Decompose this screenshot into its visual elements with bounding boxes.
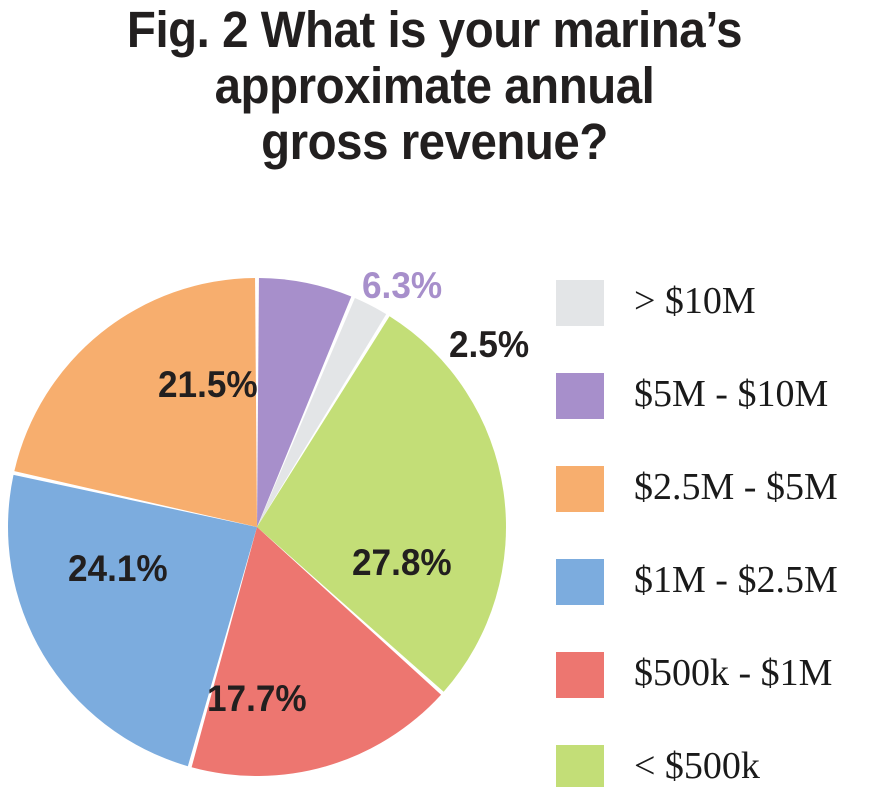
pie-slice-group bbox=[8, 278, 507, 776]
slice-label-2-5m-5m: 21.5% bbox=[158, 364, 258, 405]
pie-chart: 6.3% 2.5% 21.5% 24.1% 17.7% 27.8% bbox=[0, 262, 540, 787]
title-line-1: Fig. 2 What is your marina’s bbox=[126, 1, 743, 58]
legend-item-under-500k[interactable]: < $500k bbox=[556, 741, 869, 787]
pie-slice[interactable] bbox=[257, 298, 387, 527]
pie-slice[interactable] bbox=[191, 527, 442, 776]
legend-item-500k-1m[interactable]: $500k - $1M bbox=[556, 648, 869, 741]
legend-label-5m-10m: $5M - $10M bbox=[634, 373, 829, 415]
pie-slice[interactable] bbox=[8, 474, 257, 767]
slice-label-under-500k: 27.8% bbox=[352, 542, 452, 583]
slice-label-5m-10m: 6.3% bbox=[362, 265, 443, 306]
legend-swatch-over-10m bbox=[556, 280, 604, 326]
title-line-3: gross revenue? bbox=[261, 113, 608, 170]
pie-slice[interactable] bbox=[257, 278, 352, 527]
legend-item-2-5m-5m[interactable]: $2.5M - $5M bbox=[556, 462, 869, 555]
slice-label-1m-2-5m: 24.1% bbox=[68, 548, 168, 589]
legend-item-5m-10m[interactable]: $5M - $10M bbox=[556, 369, 869, 462]
title-line-2: approximate annual bbox=[214, 57, 655, 114]
legend-swatch-5m-10m bbox=[556, 373, 604, 419]
legend: > $10M $5M - $10M $2.5M - $5M $1M - $2.5… bbox=[556, 276, 869, 787]
legend-label-under-500k: < $500k bbox=[634, 745, 760, 787]
legend-label-2-5m-5m: $2.5M - $5M bbox=[634, 466, 838, 508]
legend-swatch-500k-1m bbox=[556, 652, 604, 698]
pie-slice[interactable] bbox=[257, 316, 507, 692]
page-title: Fig. 2 What is your marina’s approximate… bbox=[30, 2, 838, 170]
legend-label-500k-1m: $500k - $1M bbox=[634, 652, 833, 694]
slice-label-500k-1m: 17.7% bbox=[207, 678, 307, 719]
legend-swatch-under-500k bbox=[556, 745, 604, 787]
legend-swatch-2-5m-5m bbox=[556, 466, 604, 512]
legend-item-1m-2-5m[interactable]: $1M - $2.5M bbox=[556, 555, 869, 648]
slice-label-over-10m: 2.5% bbox=[449, 324, 530, 365]
legend-item-over-10m[interactable]: > $10M bbox=[556, 276, 869, 369]
legend-swatch-1m-2-5m bbox=[556, 559, 604, 605]
legend-label-over-10m: > $10M bbox=[634, 280, 756, 322]
pie-slice[interactable] bbox=[14, 278, 257, 527]
pie-chart-svg bbox=[8, 278, 507, 776]
legend-label-1m-2-5m: $1M - $2.5M bbox=[634, 559, 838, 601]
